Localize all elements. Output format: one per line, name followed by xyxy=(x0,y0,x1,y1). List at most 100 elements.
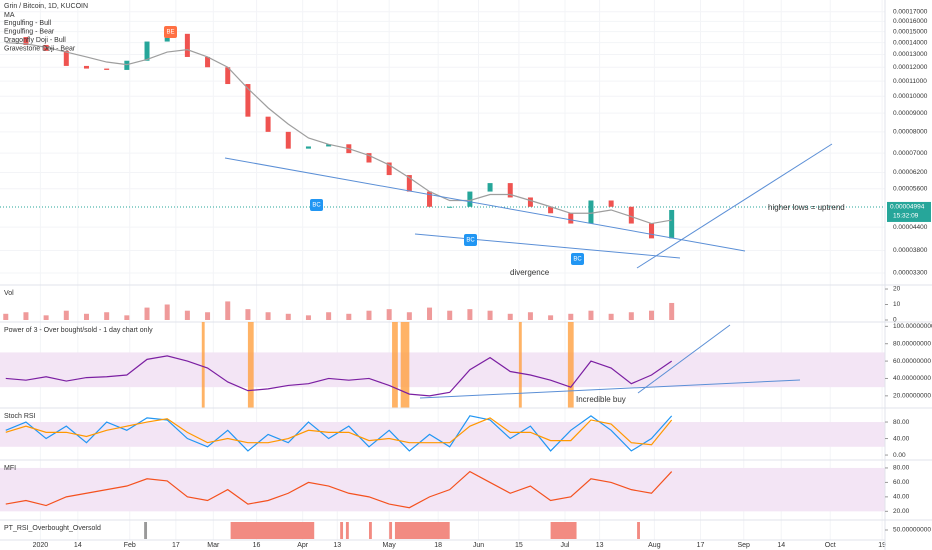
bar xyxy=(608,313,614,320)
x-tick-label: 19 xyxy=(878,542,886,549)
candle xyxy=(507,183,513,198)
bar xyxy=(83,313,89,320)
x-tick-label: 2020 xyxy=(33,542,49,549)
y-tick-label: 20 xyxy=(893,286,901,293)
trend-line xyxy=(414,233,681,259)
candle xyxy=(427,191,433,207)
y-tick-label: 0.00016000 xyxy=(893,18,928,25)
panel-title: MFI xyxy=(4,465,16,472)
pattern-label: BC xyxy=(310,199,323,211)
candle xyxy=(305,146,311,149)
bar xyxy=(265,312,271,320)
last-price-label: 0.00004994 xyxy=(890,204,925,211)
y-tick-label: 0.00004400 xyxy=(893,224,928,231)
legend-entry: Engulfing - Bull xyxy=(4,20,52,27)
trend-line xyxy=(636,143,833,269)
x-tick-label: Aug xyxy=(648,542,661,549)
panel-title: Vol xyxy=(4,290,14,297)
bar xyxy=(548,315,554,320)
legend-entry: Engulfing - Bear xyxy=(4,29,55,36)
bar xyxy=(326,312,332,320)
candle xyxy=(104,68,110,70)
bar xyxy=(305,315,311,320)
y-tick-label: 60.00000000 xyxy=(893,358,931,365)
y-tick-label: 0.00012000 xyxy=(893,64,928,71)
y-tick-label: 10 xyxy=(893,301,901,308)
bar xyxy=(527,312,533,320)
y-tick-label: 0.00009000 xyxy=(893,110,928,117)
x-tick-label: May xyxy=(383,542,397,549)
pattern-text: BC xyxy=(466,238,475,244)
bar xyxy=(285,313,291,320)
x-tick-label: Mar xyxy=(207,542,220,549)
candle xyxy=(23,37,29,45)
x-tick-label: Sep xyxy=(738,542,751,549)
band xyxy=(0,352,885,388)
bar xyxy=(184,310,190,320)
signal-band xyxy=(394,522,450,539)
highlight xyxy=(392,322,398,408)
bar xyxy=(406,312,412,320)
x-tick-label: Jun xyxy=(473,542,484,549)
candle xyxy=(527,197,533,207)
candle xyxy=(326,144,332,147)
y-tick-label: 0.00003300 xyxy=(893,270,928,277)
candle xyxy=(245,84,251,117)
bar xyxy=(104,312,110,320)
countdown: 15:32:09 xyxy=(893,213,919,220)
panel-title: Grin / Bitcoin, 1D, KUCOIN xyxy=(4,3,88,10)
panel-title: Stoch RSI xyxy=(4,413,36,420)
legend-entry: Gravestone Doji - Bear xyxy=(4,45,76,52)
signal-band xyxy=(389,522,393,539)
bar xyxy=(568,313,574,320)
x-tick-label: Apr xyxy=(297,542,309,549)
candle xyxy=(568,213,574,224)
y-tick-label: 0.00006200 xyxy=(893,169,928,176)
signal-band xyxy=(550,522,577,539)
x-tick-label: 14 xyxy=(777,542,785,549)
y-tick-label: 0.00007000 xyxy=(893,150,928,157)
candle xyxy=(184,33,190,57)
x-tick-label: 17 xyxy=(172,542,180,549)
pattern-label: BE xyxy=(164,26,177,38)
bar xyxy=(427,307,433,320)
signal-band xyxy=(345,522,349,539)
last-price-box xyxy=(887,201,931,222)
panel-title: Power of 3 - Over bought/sold - 1 day ch… xyxy=(4,327,153,334)
candle xyxy=(608,200,614,207)
bar xyxy=(346,313,352,320)
trend-line xyxy=(637,324,731,394)
y-tick-label: 60.00 xyxy=(893,479,910,486)
y-tick-label: 50.00000000 xyxy=(893,527,931,534)
candle xyxy=(144,41,150,61)
y-tick-label: 100.00000000 xyxy=(893,323,932,330)
y-tick-label: 20.00000000 xyxy=(893,393,931,400)
y-tick-label: 0.00013000 xyxy=(893,51,928,58)
pattern-text: BC xyxy=(573,257,582,263)
line xyxy=(5,355,673,397)
panel-title: PT_RSI_Overbought_Oversold xyxy=(4,525,101,532)
highlight xyxy=(400,322,410,408)
bar xyxy=(628,312,634,320)
signal-band xyxy=(637,522,640,539)
x-tick-label: 15 xyxy=(515,542,523,549)
pattern-label: BC xyxy=(464,234,477,246)
bar xyxy=(43,315,49,320)
legend-entry: Dragonfly Doji - Bull xyxy=(4,37,66,44)
y-tick-label: 40.00000000 xyxy=(893,375,931,382)
annotation: higher lows = uptrend xyxy=(768,203,845,212)
x-tick-label: Oct xyxy=(825,542,836,549)
candle xyxy=(467,191,473,207)
bar xyxy=(63,310,69,320)
bar xyxy=(669,302,675,320)
bar xyxy=(507,313,513,320)
y-tick-label: 40.00 xyxy=(893,435,910,442)
line xyxy=(5,42,672,225)
candle xyxy=(447,206,453,208)
candle xyxy=(124,60,130,70)
bar xyxy=(205,312,211,320)
annotation: Incredible buy xyxy=(576,395,626,404)
candle xyxy=(548,206,554,214)
candle xyxy=(406,175,412,192)
